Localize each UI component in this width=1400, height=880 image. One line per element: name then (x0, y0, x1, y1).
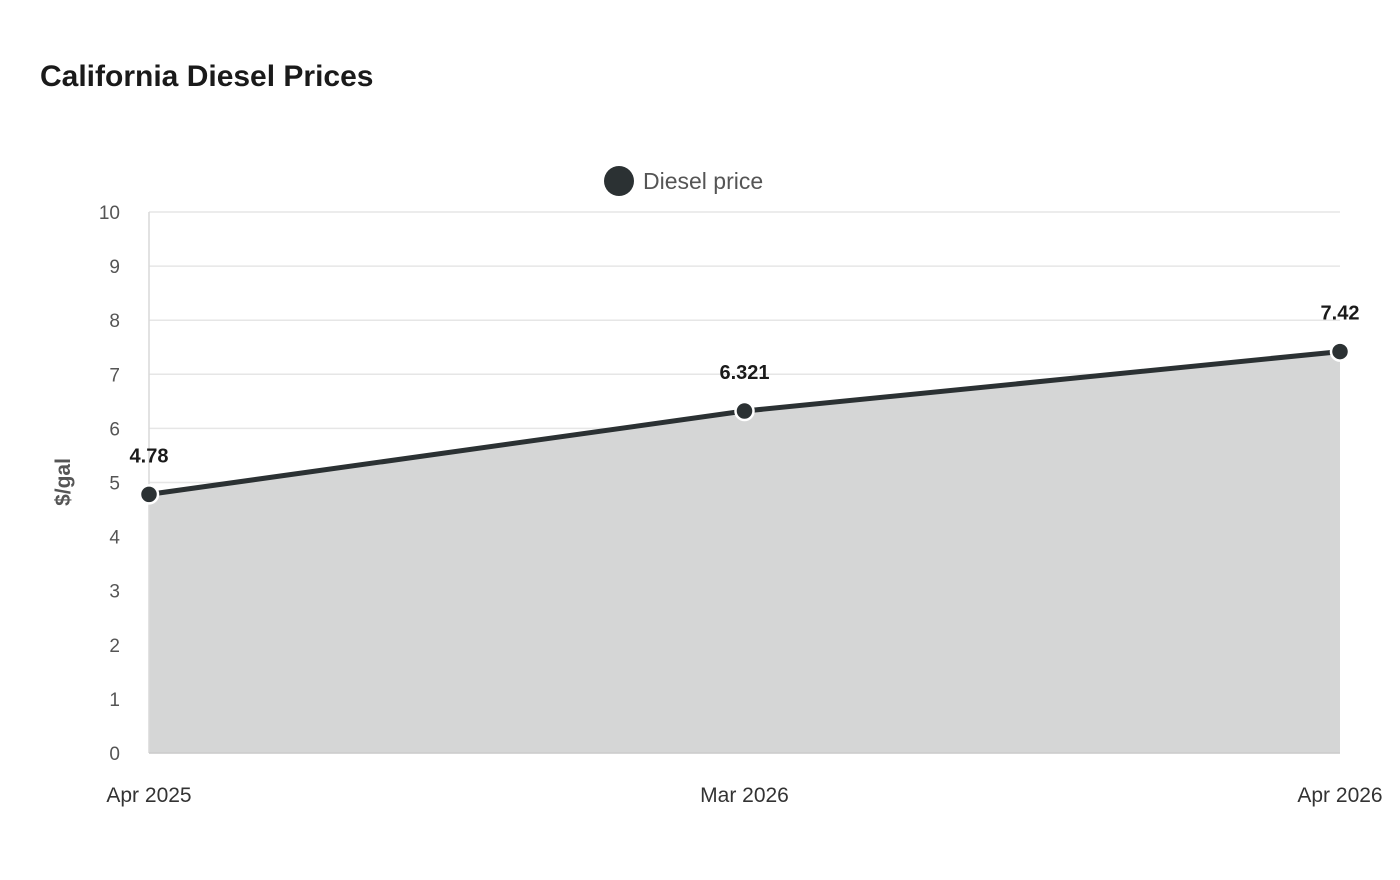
y-tick-label: 6 (109, 419, 120, 440)
legend-swatch-diesel-price (604, 166, 634, 196)
data-point[interactable] (734, 400, 755, 422)
data-label: 6.321 (719, 362, 769, 384)
y-tick-label: 3 (109, 582, 120, 603)
data-points (138, 341, 1351, 505)
area-fill-layer (149, 351, 1340, 753)
y-tick-label: 10 (99, 203, 120, 224)
x-tick-label: Mar 2026 (700, 784, 789, 807)
y-tick-label: 1 (109, 690, 120, 711)
y-tick-label: 2 (109, 636, 120, 657)
y-axis-ticks: 0 1 2 3 4 5 6 7 8 9 10 (99, 203, 121, 765)
data-point[interactable] (138, 484, 160, 505)
data-label: 7.42 (1321, 303, 1360, 325)
y-tick-label: 7 (109, 365, 120, 386)
data-label: 4.78 (130, 445, 169, 467)
y-axis-title: $/gal (52, 458, 75, 506)
y-tick-label: 9 (109, 257, 120, 278)
data-point[interactable] (1329, 341, 1351, 362)
legend[interactable]: Diesel price (604, 166, 763, 196)
y-tick-label: 8 (109, 311, 120, 332)
x-tick-label: Apr 2025 (106, 784, 191, 807)
area-fill-diesel-price (149, 351, 1340, 753)
y-tick-label: 0 (109, 744, 120, 765)
x-tick-label: Apr 2026 (1297, 784, 1382, 807)
y-tick-label: 4 (109, 528, 120, 549)
data-labels: 4.78 6.321 7.42 (130, 303, 1360, 468)
chart-title: California Diesel Prices (40, 60, 374, 93)
axes (148, 212, 1340, 754)
legend-label-diesel-price: Diesel price (643, 168, 763, 194)
x-axis-ticks: Apr 2025 Mar 2026 Apr 2026 (106, 784, 1382, 807)
y-tick-label: 5 (109, 474, 120, 495)
